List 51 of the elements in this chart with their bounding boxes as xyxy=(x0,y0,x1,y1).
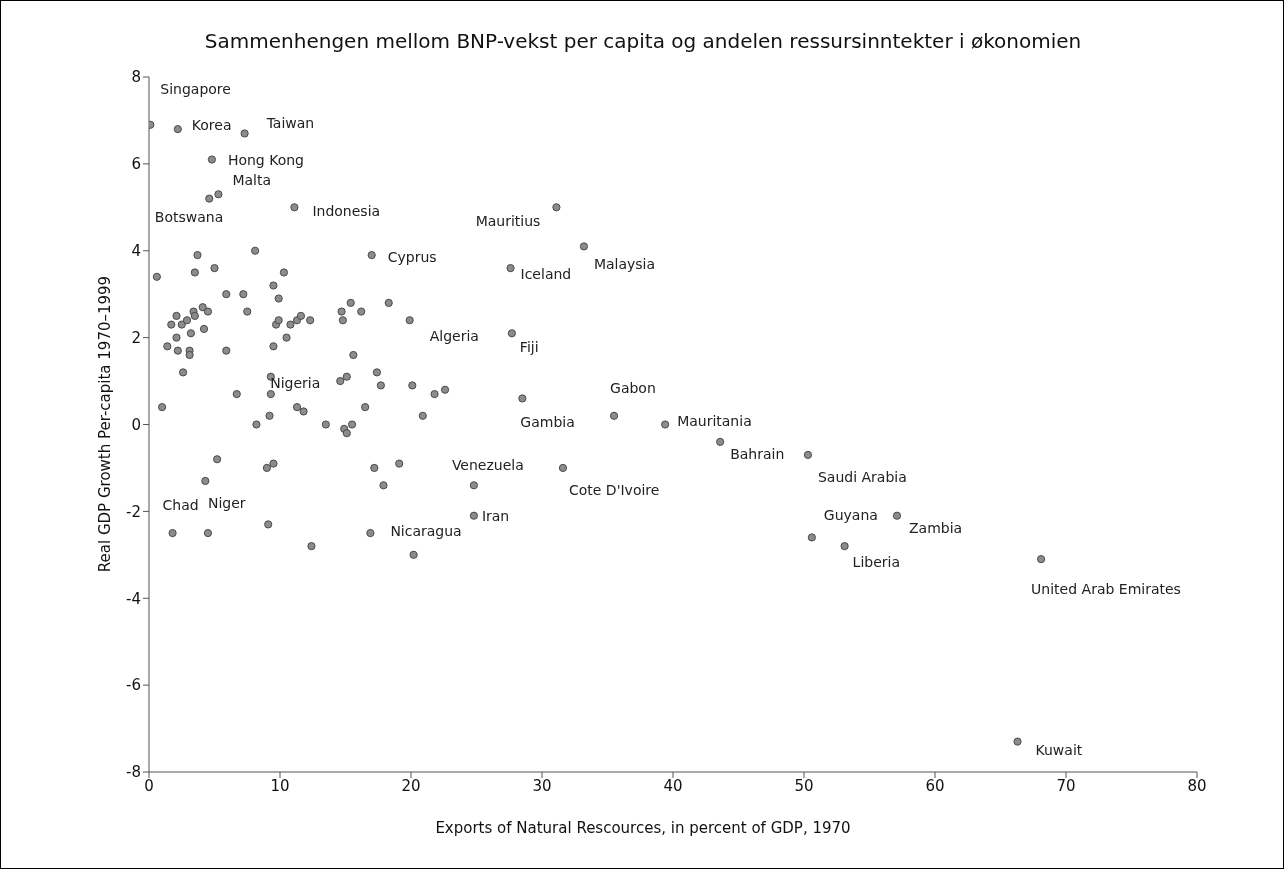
annotation: Kuwait xyxy=(1035,741,1083,758)
annotation: Botswana xyxy=(154,208,224,225)
x-tick-label: 0 xyxy=(144,776,154,795)
y-tick-label: -4 xyxy=(126,589,141,608)
annotation: Chad xyxy=(162,497,199,514)
annotation: Fiji xyxy=(519,339,539,356)
annotation: Singapore xyxy=(160,80,231,97)
x-tick-label: 30 xyxy=(532,776,552,795)
x-tick-label: 80 xyxy=(1187,776,1207,795)
annotation: Algeria xyxy=(429,328,479,345)
x-axis-title: Exports of Natural Rescources, in percent of GDP, 1970 xyxy=(434,819,852,837)
annotation: Indonesia xyxy=(312,203,381,220)
y-tick-label: -2 xyxy=(126,502,141,521)
y-tick-label: -8 xyxy=(126,763,141,782)
x-tick-label: 60 xyxy=(925,776,945,795)
annotation: Iran xyxy=(481,507,510,524)
annotation: Mauritania xyxy=(677,412,752,429)
annotation: Niger xyxy=(207,495,246,512)
annotation: Hong Kong xyxy=(227,151,305,168)
annotation: Iceland xyxy=(520,266,572,283)
y-tick-label: 0 xyxy=(131,415,141,434)
annotation: Liberia xyxy=(852,554,901,571)
annotation: Cote D'Ivoire xyxy=(568,481,660,498)
y-axis-title: Real GDP Growth Per-capita 1970–1999 xyxy=(96,275,114,573)
annotation: Taiwan xyxy=(265,115,315,132)
annotation: Gabon xyxy=(610,379,656,396)
y-tick-label: 2 xyxy=(131,328,141,347)
y-tick-label: 4 xyxy=(131,242,141,261)
annotation: Guyana xyxy=(823,507,878,524)
annotation: Bahrain xyxy=(730,445,785,462)
y-tick-label: 8 xyxy=(131,68,141,87)
x-tick-label: 40 xyxy=(663,776,683,795)
x-tick-label: 70 xyxy=(1056,776,1076,795)
annotation: Malta xyxy=(232,172,272,189)
annotation: Venezuela xyxy=(451,457,524,474)
annotation: Saudi Arabia xyxy=(817,468,907,485)
annotation: Korea xyxy=(191,117,232,134)
y-tick-label: 6 xyxy=(131,155,141,174)
annotation: Mauritius xyxy=(475,213,541,230)
annotation: Malaysia xyxy=(593,256,656,273)
chart-title: Sammenhengen mellom BNP-vekst per capita og andelen ressursinntekter i økonomien xyxy=(203,29,1083,53)
annotation: Gambia xyxy=(520,414,575,431)
annotation: Cyprus xyxy=(387,249,437,266)
x-tick-label: 50 xyxy=(794,776,814,795)
x-tick-label: 10 xyxy=(270,776,290,795)
annotation: Zambia xyxy=(909,519,963,536)
x-tick-label: 20 xyxy=(401,776,421,795)
annotation: Nicaragua xyxy=(390,523,462,540)
y-tick-label: -6 xyxy=(126,676,141,695)
annotation: United Arab Emirates xyxy=(1031,581,1181,598)
annotation: Nigeria xyxy=(270,375,321,392)
